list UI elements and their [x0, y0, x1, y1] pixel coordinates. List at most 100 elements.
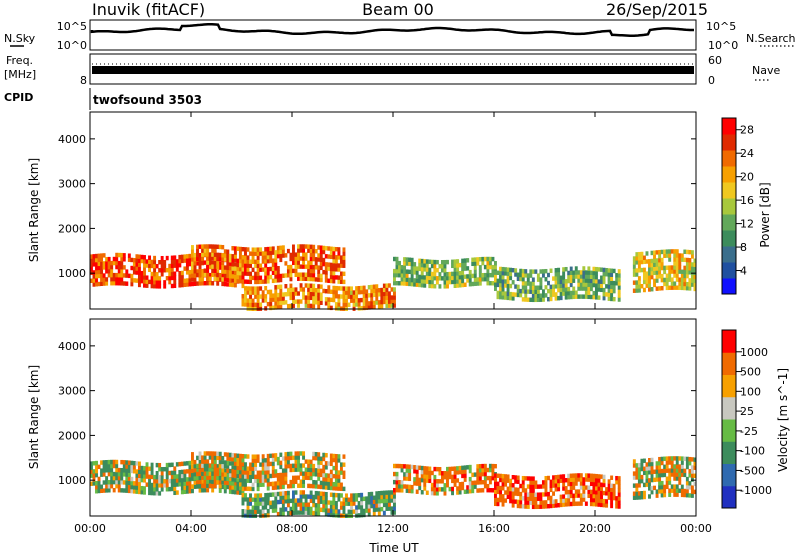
- echo-cell: [587, 473, 591, 478]
- echo-cell: [582, 294, 586, 299]
- echo-cell: [170, 482, 174, 488]
- echo-cell: [163, 284, 167, 289]
- echo-cell: [276, 265, 280, 271]
- echo-cell: [478, 277, 482, 282]
- echo-cell: [312, 272, 316, 278]
- echo-cell: [324, 496, 328, 501]
- echo-cell: [208, 272, 212, 278]
- echo-cell: [153, 284, 157, 289]
- echo-cell: [251, 247, 255, 252]
- velocity-xlabel: Time UT: [368, 541, 419, 554]
- echo-cell: [499, 270, 502, 276]
- echo-cell: [516, 292, 520, 298]
- echo-cell: [289, 303, 293, 309]
- echo-cell: [307, 463, 311, 468]
- echo-cell: [600, 502, 603, 508]
- echo-cell: [516, 491, 520, 497]
- echo-cell: [284, 499, 288, 504]
- echo-cell: [137, 469, 141, 475]
- echo-cell: [635, 272, 639, 277]
- echo-cell: [511, 483, 515, 488]
- echo-cell: [345, 493, 348, 498]
- echo-cell: [587, 270, 591, 275]
- echo-cell: [476, 261, 480, 266]
- echo-cell: [185, 485, 189, 490]
- echo-cell: [309, 272, 313, 278]
- echo-cell: [685, 488, 689, 494]
- echo-cell: [304, 244, 308, 249]
- echo-cell: [423, 279, 427, 284]
- echo-cell: [289, 498, 293, 504]
- echo-cell: [276, 274, 280, 279]
- colorbar-tick-label: 16: [740, 194, 754, 207]
- echo-cell: [524, 293, 528, 298]
- echo-cell: [132, 460, 136, 466]
- echo-cell: [238, 453, 242, 459]
- echo-cell: [486, 475, 490, 481]
- echo-cell: [294, 455, 298, 460]
- echo-cell: [317, 452, 321, 457]
- echo-cell: [607, 495, 611, 500]
- echo-cell: [281, 468, 285, 473]
- echo-cell: [117, 252, 121, 258]
- echo-cell: [481, 467, 485, 473]
- echo-cell: [642, 275, 646, 281]
- echo-cell: [132, 481, 136, 486]
- echo-cell: [279, 499, 283, 505]
- echo-cell: [582, 278, 586, 283]
- echo-cell: [423, 275, 427, 280]
- echo-cell: [509, 482, 513, 488]
- echo-cell: [504, 482, 508, 487]
- echo-cell: [249, 294, 252, 299]
- echo-cell: [150, 486, 154, 492]
- echo-cell: [329, 278, 333, 284]
- echo-cell: [385, 506, 389, 511]
- echo-cell: [95, 273, 98, 279]
- echo-cell: [337, 255, 341, 260]
- echo-cell: [178, 478, 182, 483]
- echo-cell: [423, 486, 427, 491]
- echo-cell: [390, 299, 394, 304]
- echo-cell: [582, 485, 586, 490]
- echo-cell: [92, 477, 96, 482]
- echo-cell: [572, 286, 576, 291]
- echo-cell: [191, 277, 194, 282]
- echo-cell: [403, 265, 407, 270]
- echo-cell: [130, 460, 134, 466]
- echo-cell: [642, 259, 646, 265]
- echo-cell: [519, 268, 523, 274]
- echo-cell: [617, 476, 621, 481]
- echo-cell: [127, 257, 131, 262]
- echo-cell: [420, 270, 424, 276]
- echo-cell: [307, 291, 311, 296]
- echo-cell: [589, 489, 593, 495]
- echo-cell: [216, 256, 220, 262]
- echo-cell: [534, 297, 538, 303]
- echo-cell: [153, 255, 157, 261]
- echo-cell: [456, 466, 460, 471]
- echo-cell: [413, 270, 417, 275]
- echo-cell: [491, 264, 495, 270]
- echo-cell: [506, 279, 510, 284]
- echo-cell: [675, 492, 679, 497]
- echo-cell: [382, 299, 386, 305]
- echo-cell: [241, 509, 245, 514]
- echo-cell: [496, 489, 500, 495]
- echo-cell: [688, 278, 692, 283]
- echo-cell: [201, 277, 205, 282]
- echo-cell: [567, 294, 571, 300]
- echo-cell: [286, 459, 290, 465]
- echo-cell: [605, 292, 609, 297]
- echo-cell: [673, 456, 677, 461]
- echo-cell: [327, 508, 331, 513]
- echo-cell: [198, 256, 202, 262]
- echo-cell: [251, 255, 255, 260]
- echo-cell: [188, 269, 192, 275]
- echo-cell: [562, 283, 566, 288]
- echo-cell: [286, 498, 290, 504]
- echo-cell: [158, 475, 162, 480]
- echo-cell: [476, 257, 480, 262]
- echo-cell: [332, 492, 336, 498]
- echo-cell: [125, 484, 129, 489]
